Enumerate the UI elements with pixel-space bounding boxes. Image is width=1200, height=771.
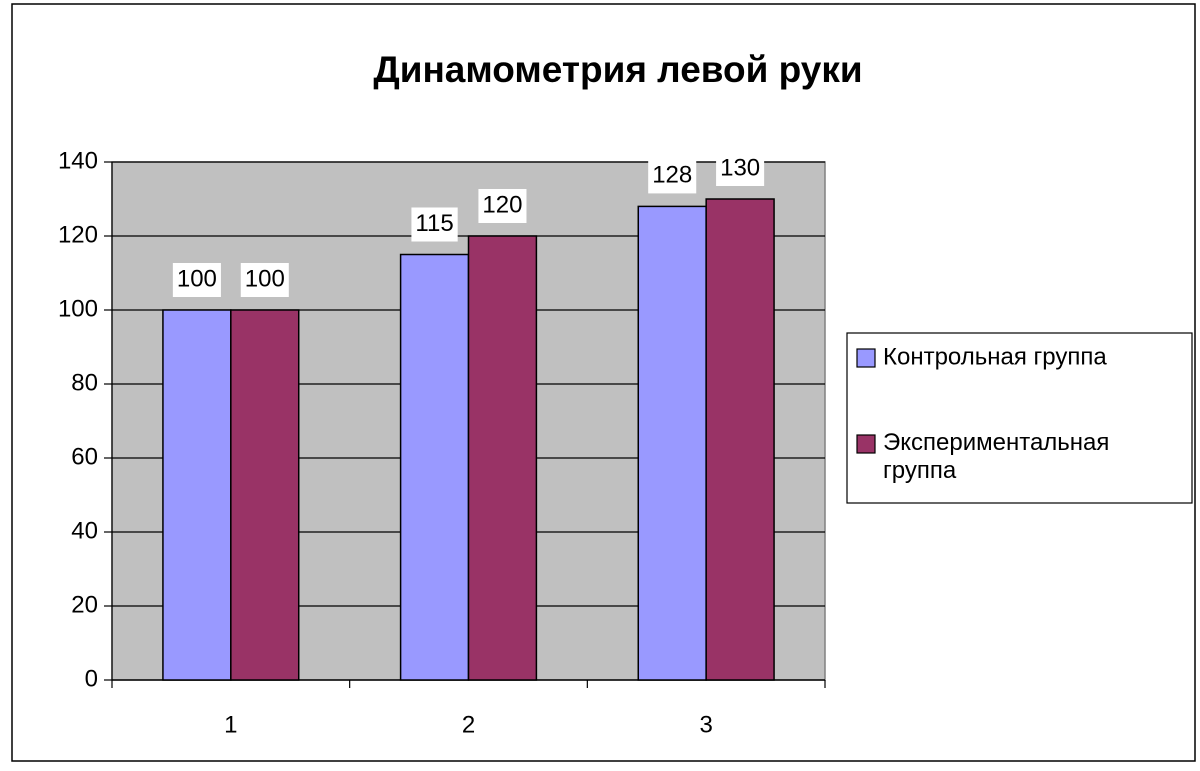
data-label-bg xyxy=(411,207,458,242)
y-tick-label: 20 xyxy=(71,591,98,618)
legend-box xyxy=(846,332,1193,504)
data-label-bg xyxy=(648,159,697,194)
chart-title: Динамометрия левой руки xyxy=(373,49,862,90)
data-label-bg xyxy=(716,152,765,186)
x-tick-label: 1 xyxy=(224,711,237,738)
data-label: 130 xyxy=(720,154,760,181)
data-label: 100 xyxy=(177,265,217,292)
y-tick-label: 120 xyxy=(58,221,98,248)
legend-swatch xyxy=(856,434,876,454)
data-label: 100 xyxy=(245,265,285,292)
y-tick-label: 40 xyxy=(71,517,98,544)
data-label-bg xyxy=(172,263,221,297)
bar xyxy=(230,309,300,681)
bar xyxy=(162,309,232,681)
x-tick-label: 2 xyxy=(462,711,475,738)
legend-label: Контрольная группа xyxy=(883,343,1107,370)
data-label: 115 xyxy=(415,210,453,237)
y-tick-label: 60 xyxy=(71,443,98,470)
y-tick-label: 100 xyxy=(58,295,98,322)
data-label-bg xyxy=(478,189,527,223)
x-tick-label: 3 xyxy=(699,711,712,738)
data-label-bg xyxy=(240,263,289,297)
y-tick-label: 140 xyxy=(58,147,98,174)
data-label: 120 xyxy=(482,191,522,218)
data-label: 128 xyxy=(652,162,692,189)
bar xyxy=(399,253,470,681)
y-tick-label: 0 xyxy=(85,665,98,692)
bar xyxy=(467,235,538,681)
legend-swatch xyxy=(856,348,876,368)
y-tick-label: 80 xyxy=(71,369,98,396)
bar xyxy=(705,198,775,681)
legend-label: Экспериментальная группа xyxy=(883,429,1109,484)
bar xyxy=(637,205,707,681)
